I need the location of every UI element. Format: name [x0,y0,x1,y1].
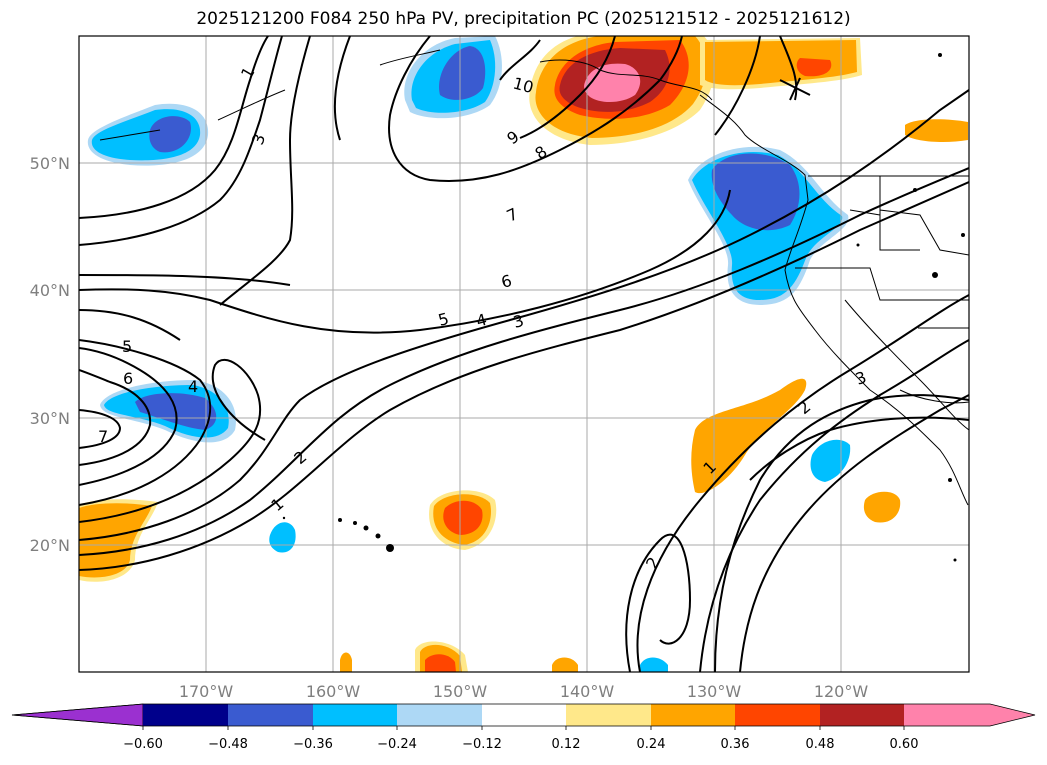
precip-positive-area [425,654,456,672]
precip-positive-area [552,657,578,672]
precip-negative-area [810,439,851,482]
colorbar-segment [313,704,397,726]
map-title: 2025121200 F084 250 hPa PV, precipitatio… [196,9,851,29]
precip-positive-area [863,491,901,523]
colorbar-segment [651,704,735,726]
colorbar-segment [397,704,482,726]
colorbar-segment [228,704,313,726]
precip-positive-area [443,500,483,535]
map-frame [78,35,970,673]
colorbar-tick-label: −0.36 [293,737,333,752]
precip-negative-area [439,46,486,100]
colorbar-tick-label: 0.24 [637,737,666,752]
gridlines [79,36,969,672]
contour-label: 7 [98,427,108,446]
contour-label: 10 [511,74,536,98]
colorbar-segment [820,704,904,726]
lat-tick-label: 30°N [30,409,70,428]
pv-contours [79,36,969,672]
precip-negative-area [640,657,668,672]
lat-tick-label: 40°N [30,281,70,300]
precip-negative-area [149,116,191,153]
lon-tick-label: 130°W [687,682,742,701]
colorbar-tick-label: 0.60 [890,737,919,752]
colorbar-tick-label: −0.60 [123,737,163,752]
lon-tick-label: 120°W [814,682,869,701]
colorbar-segment [566,704,651,726]
colorbar: −0.60 −0.48 −0.36 −0.24 −0.12 0.12 0.24 … [11,703,1036,752]
contour-label: 3 [511,311,526,332]
contour-label: 4 [474,310,489,331]
colorbar-tick-label: −0.48 [208,737,248,752]
precip-positive-area [79,503,152,578]
contour-label: 5 [436,309,451,330]
colorbar-extend-high [904,704,1035,726]
contour-label: 6 [123,369,133,388]
lon-tick-label: 170°W [179,682,234,701]
lon-tick-label: 150°W [433,682,488,701]
colorbar-tick-label: −0.12 [462,737,502,752]
colorbar-segment [143,704,228,726]
contour-label: 5 [122,337,132,356]
colorbar-tick-label: 0.12 [552,737,581,752]
colorbar-tick-label: −0.24 [377,737,417,752]
precip-negative-area [711,153,800,231]
colorbar-segment [735,704,820,726]
contour-label: 6 [499,271,514,292]
colorbar-segment [482,704,566,726]
lon-tick-label: 140°W [560,682,615,701]
longitude-labels: 170°W 160°W 150°W 140°W 130°W 120°W [179,682,869,701]
islands [282,53,965,562]
map-background [79,36,969,672]
precip-positive-area [340,652,352,672]
latitude-labels: 50°N 40°N 30°N 20°N [30,154,70,555]
lon-tick-label: 160°W [306,682,361,701]
contour-label: 4 [188,377,198,396]
lat-tick-label: 20°N [30,536,70,555]
precip-positive-area [796,58,832,77]
colorbar-tick-label: 0.48 [806,737,835,752]
precip-positive-area [691,378,807,494]
lat-tick-label: 50°N [30,154,70,173]
colorbar-tick-label: 0.36 [721,737,750,752]
coastlines [99,49,969,506]
colorbar-extend-low [11,703,144,727]
